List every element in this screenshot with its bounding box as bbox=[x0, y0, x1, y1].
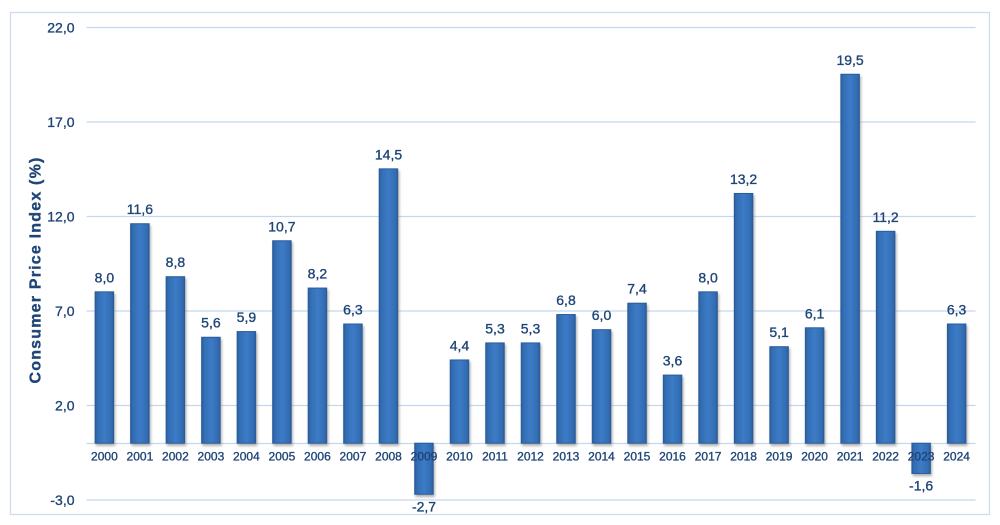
svg-text:19,5: 19,5 bbox=[836, 52, 863, 68]
svg-text:3,6: 3,6 bbox=[663, 353, 683, 369]
svg-text:6,0: 6,0 bbox=[592, 307, 612, 323]
svg-text:2009: 2009 bbox=[411, 450, 438, 464]
svg-text:11,6: 11,6 bbox=[127, 201, 153, 217]
svg-text:2023: 2023 bbox=[908, 450, 935, 464]
svg-text:5,9: 5,9 bbox=[237, 309, 257, 325]
svg-text:2002: 2002 bbox=[162, 450, 189, 464]
svg-text:5,6: 5,6 bbox=[201, 315, 221, 331]
svg-text:2015: 2015 bbox=[624, 450, 651, 464]
svg-text:12,0: 12,0 bbox=[47, 209, 74, 225]
svg-text:8,0: 8,0 bbox=[95, 269, 115, 285]
svg-text:2,0: 2,0 bbox=[55, 398, 75, 414]
svg-text:5,3: 5,3 bbox=[485, 320, 505, 336]
svg-text:2005: 2005 bbox=[269, 450, 296, 464]
svg-text:7,4: 7,4 bbox=[627, 281, 647, 297]
svg-text:2012: 2012 bbox=[517, 450, 544, 464]
svg-text:6,1: 6,1 bbox=[805, 305, 825, 321]
svg-text:6,3: 6,3 bbox=[947, 302, 967, 318]
svg-text:14,5: 14,5 bbox=[375, 146, 402, 162]
svg-text:5,1: 5,1 bbox=[769, 324, 789, 340]
svg-text:7,0: 7,0 bbox=[55, 303, 75, 319]
svg-text:13,2: 13,2 bbox=[730, 171, 757, 187]
svg-text:2011: 2011 bbox=[482, 450, 508, 464]
svg-text:2006: 2006 bbox=[304, 450, 331, 464]
svg-text:2004: 2004 bbox=[233, 450, 260, 464]
svg-text:2017: 2017 bbox=[695, 450, 722, 464]
svg-text:11,2: 11,2 bbox=[872, 209, 898, 225]
svg-text:10,7: 10,7 bbox=[268, 218, 295, 234]
svg-text:2020: 2020 bbox=[801, 450, 828, 464]
svg-text:8,0: 8,0 bbox=[698, 269, 718, 285]
svg-text:Consumer Price Index (%): Consumer Price Index (%) bbox=[28, 156, 45, 383]
svg-text:2016: 2016 bbox=[659, 450, 686, 464]
svg-text:8,2: 8,2 bbox=[308, 266, 328, 282]
svg-text:2014: 2014 bbox=[588, 450, 615, 464]
svg-text:-2,7: -2,7 bbox=[412, 498, 436, 514]
svg-text:6,8: 6,8 bbox=[556, 292, 576, 308]
svg-text:2013: 2013 bbox=[553, 450, 580, 464]
svg-text:2024: 2024 bbox=[943, 450, 970, 464]
svg-text:22,0: 22,0 bbox=[47, 20, 74, 36]
svg-text:2003: 2003 bbox=[198, 450, 225, 464]
svg-text:5,3: 5,3 bbox=[521, 320, 541, 336]
svg-text:4,4: 4,4 bbox=[450, 338, 470, 354]
svg-text:2022: 2022 bbox=[872, 450, 899, 464]
svg-text:2010: 2010 bbox=[446, 450, 473, 464]
svg-text:2008: 2008 bbox=[375, 450, 402, 464]
svg-text:6,3: 6,3 bbox=[343, 302, 363, 318]
svg-text:-3,0: -3,0 bbox=[50, 492, 74, 508]
svg-text:8,8: 8,8 bbox=[166, 254, 186, 270]
svg-text:2001: 2001 bbox=[127, 450, 154, 464]
svg-text:-1,6: -1,6 bbox=[909, 478, 933, 494]
svg-text:2019: 2019 bbox=[766, 450, 793, 464]
svg-text:2007: 2007 bbox=[340, 450, 367, 464]
svg-text:2021: 2021 bbox=[837, 450, 864, 464]
svg-text:2000: 2000 bbox=[91, 450, 118, 464]
svg-text:2018: 2018 bbox=[730, 450, 757, 464]
svg-text:17,0: 17,0 bbox=[47, 114, 74, 130]
